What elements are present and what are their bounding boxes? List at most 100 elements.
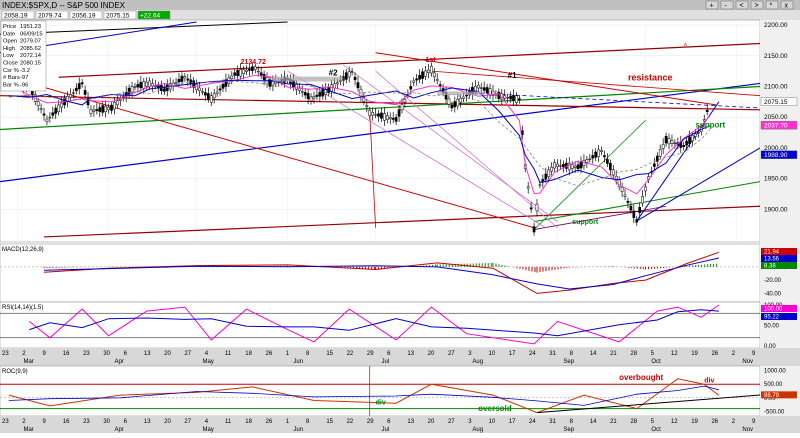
candle-body <box>385 115 389 120</box>
candle-body <box>661 144 665 149</box>
date-tick: 27 <box>184 419 191 425</box>
red-parallel-line <box>431 70 761 97</box>
date-tick: 18 <box>245 419 252 425</box>
zoom-in-icon <box>705 0 719 10</box>
macd-badge <box>761 255 797 262</box>
candle-body <box>183 76 187 79</box>
blue-trendline <box>0 82 761 183</box>
ohlc-cell <box>35 10 69 20</box>
candle-body <box>356 82 360 89</box>
candle-body <box>453 101 457 108</box>
date-tick: 29 <box>367 419 374 425</box>
brown-upper-line <box>58 42 761 78</box>
rsi-slow-line <box>29 309 719 337</box>
ohlc-value: 2056.19 <box>72 13 96 20</box>
candle-body <box>198 87 201 91</box>
ohlc-value: 2079.74 <box>38 13 62 20</box>
chart-title: INDEX:$SPX,D -- S&P 500 INDEX <box>2 1 126 10</box>
info-value: -96 <box>20 82 28 88</box>
candle-body <box>239 69 242 77</box>
date-tick: 27 <box>448 351 455 357</box>
candle-body <box>101 105 105 113</box>
rsi-badge <box>761 305 797 312</box>
rsi-badge <box>761 313 797 320</box>
candle-body <box>418 75 421 80</box>
date-tick: 21 <box>610 419 617 425</box>
candle-body <box>80 82 84 85</box>
candle-body <box>435 79 439 81</box>
candle-body <box>116 100 119 106</box>
date-tick: 5 <box>651 419 655 425</box>
red-vertical-line <box>369 112 376 228</box>
month-label: Aug <box>472 359 483 365</box>
date-tick: 27 <box>448 419 455 425</box>
arrow-mark: ^ <box>684 43 688 50</box>
candle-body <box>591 155 595 159</box>
candle-body <box>518 98 521 101</box>
ohlc-bar <box>0 10 800 20</box>
date-tick: 20 <box>428 351 435 357</box>
candle-body <box>330 84 333 92</box>
price-annotation: 2134.72 <box>241 59 266 66</box>
date-tick: 2 <box>22 419 26 425</box>
macd-badge-text: 13.56 <box>764 257 780 263</box>
date-tick: 29 <box>367 351 374 357</box>
ohlc-row: 2058.19 2079.74 2056.19 2075.15 +22.64 <box>1 10 171 20</box>
candle-body <box>629 205 633 211</box>
date-tick: 23 <box>2 351 9 357</box>
price-annotation: support <box>695 121 725 130</box>
candle-body <box>212 93 216 99</box>
moving-averages <box>8 74 711 195</box>
date-tick: 22 <box>347 351 354 357</box>
date-tick: 1 <box>286 351 290 357</box>
candle-body <box>673 142 677 145</box>
osc-plot: overbought div div oversold <box>0 366 761 416</box>
pan-left-icon <box>735 0 749 10</box>
zoom-out-icon-glyph: - <box>725 3 728 10</box>
info-value: 2085.62 <box>20 46 41 52</box>
info-label: Low <box>3 53 14 59</box>
month-label: Jul <box>381 359 389 365</box>
date-tick: 8 <box>306 419 310 425</box>
candle-body <box>626 200 630 203</box>
candle-body <box>603 155 606 158</box>
candle-body <box>259 72 263 76</box>
candle-body <box>576 164 580 170</box>
info-value: 1951.23 <box>20 24 41 30</box>
candle-body <box>347 71 351 78</box>
candle-body <box>529 207 533 210</box>
date-tick: 4 <box>205 351 209 357</box>
date-tick: 24 <box>529 351 536 357</box>
date-tick: 6 <box>387 351 391 357</box>
gray-zone-1 <box>272 76 344 82</box>
candle-body <box>92 109 96 112</box>
candle-body <box>635 219 639 223</box>
pan-right-icon-glyph: > <box>755 3 759 10</box>
candle-body <box>597 149 600 157</box>
candle-body <box>107 106 110 111</box>
header-icon-group: + - < > * x <box>705 0 794 10</box>
candle-body <box>77 83 81 90</box>
date-tick: 16 <box>63 419 70 425</box>
close-icon <box>780 0 794 10</box>
candle-body <box>69 94 72 98</box>
candle-body <box>506 97 509 99</box>
candle-body <box>570 164 574 169</box>
pan-right-icon <box>750 0 764 10</box>
price-panel <box>0 19 761 243</box>
price-annotation: #1 <box>508 71 517 80</box>
candle-body <box>391 117 395 120</box>
price-tick: 2000.00 <box>764 145 788 152</box>
month-label: Nov <box>742 359 753 365</box>
candle-body <box>432 72 436 78</box>
date-tick: 26 <box>711 419 718 425</box>
info-value: -3.2 <box>20 68 30 74</box>
candle-body <box>394 117 398 122</box>
candle-body <box>705 110 709 112</box>
date-tick: 28 <box>630 419 637 425</box>
candle-body <box>245 69 248 72</box>
candle-body <box>606 159 609 164</box>
candle-body <box>110 104 113 111</box>
osc-signal-line <box>8 385 719 406</box>
